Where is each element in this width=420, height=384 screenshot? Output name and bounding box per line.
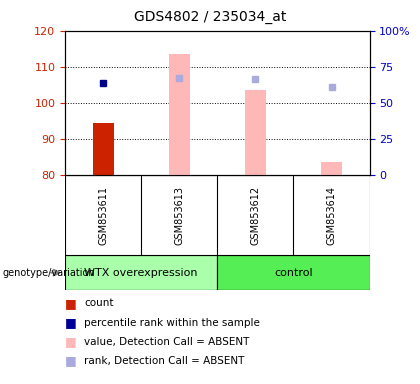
Text: ■: ■ — [65, 316, 77, 329]
FancyBboxPatch shape — [65, 255, 218, 290]
Bar — [245, 90, 266, 175]
Text: control: control — [274, 268, 313, 278]
Text: GSM853611: GSM853611 — [98, 185, 108, 245]
Text: count: count — [84, 298, 113, 308]
Text: genotype/variation: genotype/variation — [2, 268, 95, 278]
Text: GSM853614: GSM853614 — [326, 185, 336, 245]
Text: ■: ■ — [65, 335, 77, 348]
Text: ■: ■ — [65, 297, 77, 310]
Text: ■: ■ — [65, 354, 77, 367]
Text: value, Detection Call = ABSENT: value, Detection Call = ABSENT — [84, 337, 249, 347]
FancyBboxPatch shape — [218, 255, 370, 290]
Text: GDS4802 / 235034_at: GDS4802 / 235034_at — [134, 10, 286, 23]
Text: rank, Detection Call = ABSENT: rank, Detection Call = ABSENT — [84, 356, 244, 366]
Text: GSM853612: GSM853612 — [250, 185, 260, 245]
Text: GSM853613: GSM853613 — [174, 185, 184, 245]
Bar — [169, 54, 190, 175]
Bar — [321, 162, 342, 175]
Text: percentile rank within the sample: percentile rank within the sample — [84, 318, 260, 328]
Bar — [92, 122, 114, 175]
Text: WTX overexpression: WTX overexpression — [84, 268, 198, 278]
